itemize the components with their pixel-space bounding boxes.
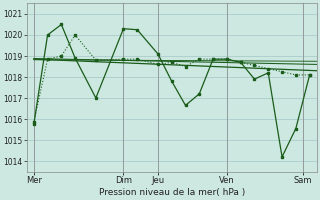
- X-axis label: Pression niveau de la mer( hPa ): Pression niveau de la mer( hPa ): [99, 188, 245, 197]
